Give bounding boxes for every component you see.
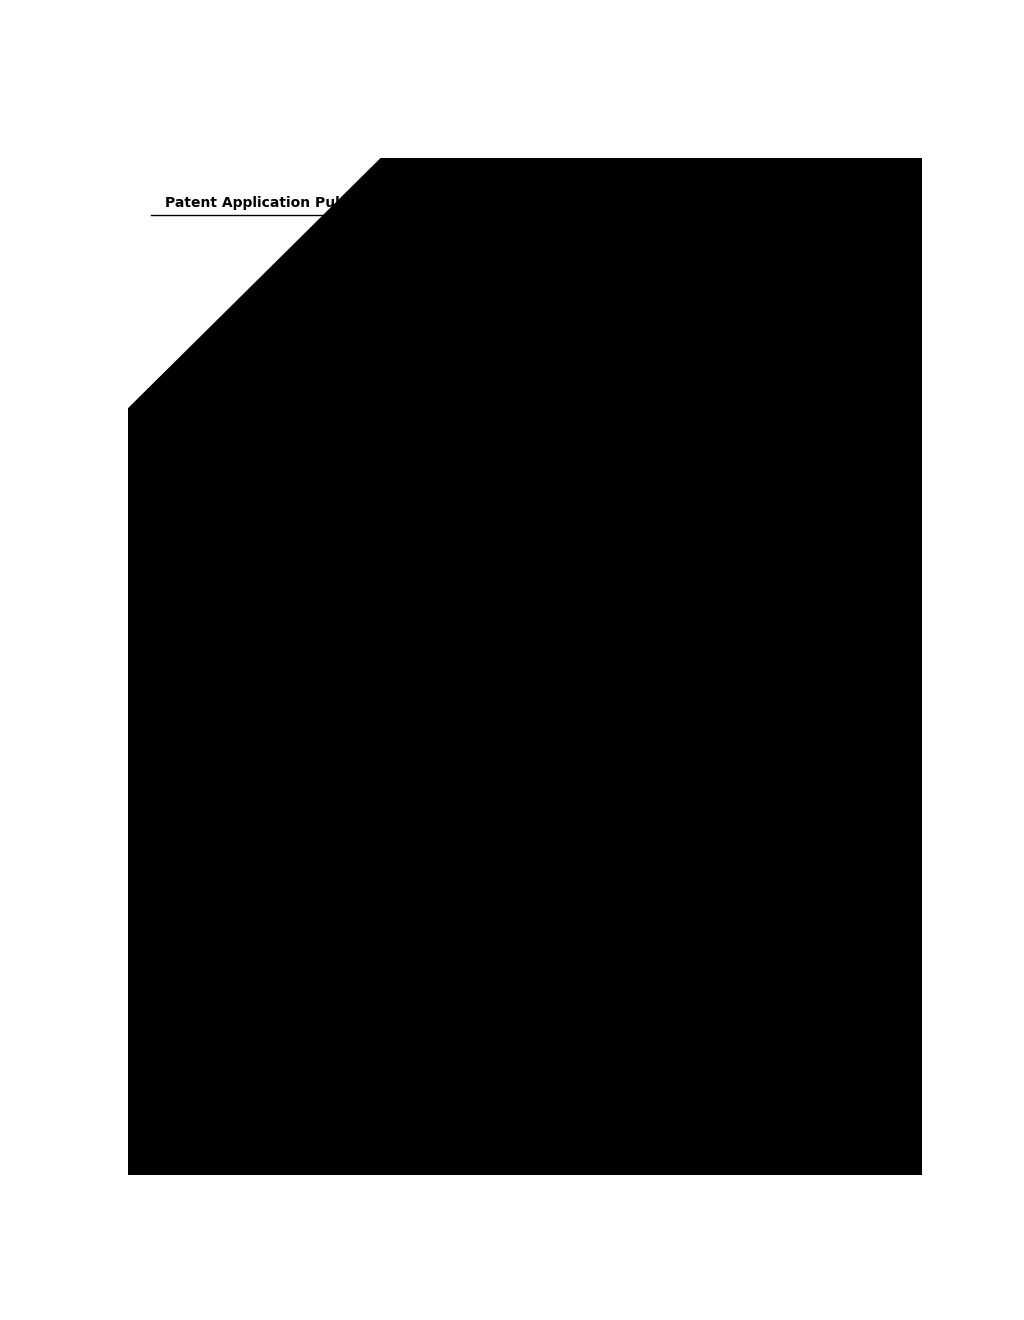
Text: Enable/Disable Switch: Enable/Disable Switch [633,440,646,570]
Text: US 2013/0025364 A1: US 2013/0025364 A1 [721,197,885,210]
Text: Vcc: Vcc [218,502,243,516]
Text: R5: R5 [551,907,568,920]
Text: 301: 301 [258,400,285,413]
Text: C1: C1 [484,879,501,892]
Text: R3: R3 [482,1014,499,1027]
Circle shape [474,506,479,511]
Text: VT_R: VT_R [470,322,483,356]
Circle shape [474,845,479,850]
Text: Patent Application Publication: Patent Application Publication [165,197,403,210]
Text: R7: R7 [420,488,436,502]
Circle shape [257,506,262,511]
Text: VT_M: VT_M [470,799,483,836]
Text: Reference Channel: Reference Channel [344,389,361,566]
Text: R1: R1 [311,1086,328,1100]
Text: C2: C2 [484,403,501,416]
Text: R10: R10 [548,429,572,442]
Text: Q2: Q2 [548,500,565,513]
Text: R4: R4 [482,890,499,902]
Circle shape [474,367,479,372]
Circle shape [474,983,479,989]
Text: Noise Filter: Noise Filter [548,873,561,939]
Text: R2: R2 [420,966,436,979]
Text: 300: 300 [258,876,285,891]
Text: FIG. 3: FIG. 3 [709,649,772,668]
Text: R6: R6 [311,609,328,622]
Text: CTRL_R: CTRL_R [548,371,600,385]
Text: R9: R9 [482,412,499,425]
Circle shape [257,983,262,989]
Text: Jan. 31, 2013  Sheet 4 of 8: Jan. 31, 2013 Sheet 4 of 8 [421,197,629,210]
Circle shape [377,983,383,989]
Text: Measure Channel: Measure Channel [344,875,361,1036]
Text: Linearization
Network: Linearization Network [442,1008,464,1080]
Text: Enable/Disable Switch: Enable/Disable Switch [633,917,646,1048]
Text: Noise Filter: Noise Filter [548,395,561,461]
Circle shape [377,506,383,511]
Text: CTRL_M: CTRL_M [547,849,601,862]
Text: Linearization
Network: Linearization Network [442,531,464,602]
Text: Q1: Q1 [548,977,565,990]
Text: R8: R8 [482,537,499,550]
Text: Vcc: Vcc [218,979,243,993]
